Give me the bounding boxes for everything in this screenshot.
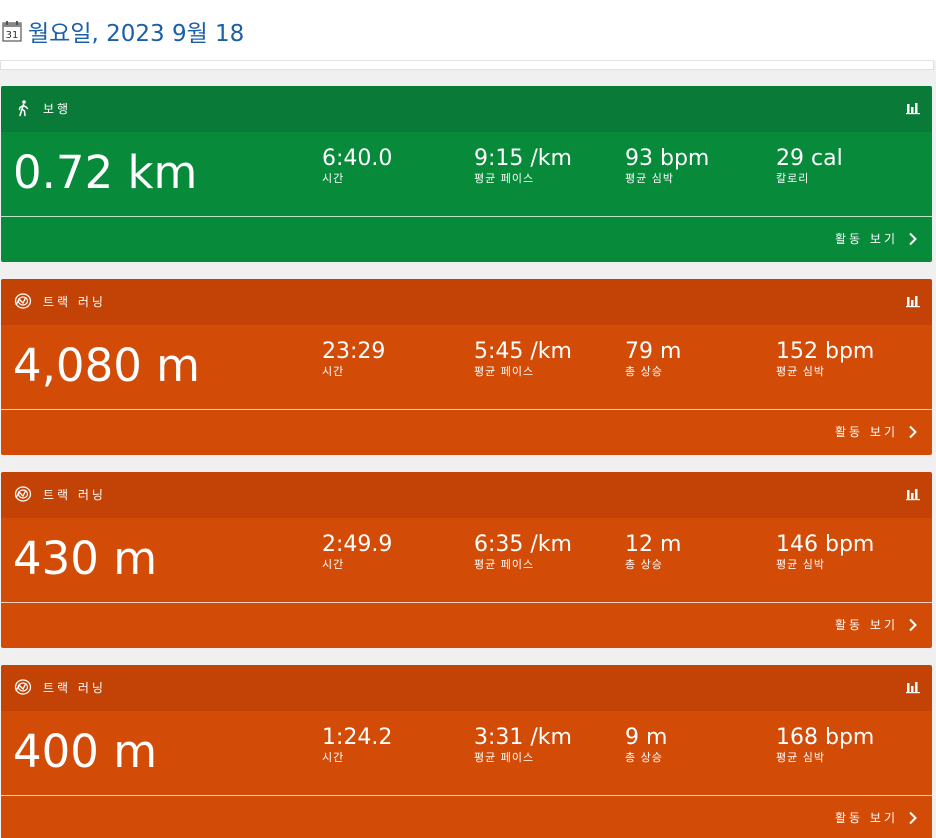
stat-avg-pace: 5:45 /km 평균 페이스 [474,339,572,379]
chevron-right-icon [908,232,918,246]
stat-label: 평균 페이스 [474,558,535,571]
activity-card[interactable]: 트랙 러닝 4,080 m 23:29 시간 5:45 /km 평균 페이스 [1,279,932,455]
stat-total-ascent: 9 m 총 상승 [625,725,667,765]
stat-time: 23:29 시간 [322,339,385,379]
stat-time: 2:49.9 시간 [322,532,392,572]
running-shoe-icon [14,292,32,310]
stat-avg-heart-rate: 168 bpm 평균 심박 [776,725,874,765]
activity-card-footer: 활동 보기 [1,603,932,648]
activity-type-label: 트랙 러닝 [43,681,106,695]
stat-value: 9 m [625,725,668,750]
stat-value: 93 bpm [625,146,710,171]
stat-label: 시간 [322,365,345,378]
calendar-icon: 31 [2,20,22,42]
stat-value: 23:29 [322,339,386,364]
stat-label: 평균 심박 [776,751,825,764]
stat-value: 9:15 /km [474,146,572,171]
stat-label: 평균 페이스 [474,365,535,378]
date-title: 월요일, 2023 9월 18 [28,21,245,47]
running-shoe-icon [14,485,32,503]
stat-label: 총 상승 [625,558,663,571]
stat-time: 6:40.0 시간 [322,146,392,186]
stat-avg-heart-rate: 152 bpm 평균 심박 [776,339,874,379]
stat-value: 79 m [625,339,682,364]
bar-chart-icon[interactable] [906,486,920,501]
stat-value: 3:31 /km [474,725,572,750]
activity-card[interactable]: 트랙 러닝 400 m 1:24.2 시간 3:31 /km 평균 페이스 [1,665,932,838]
svg-text:31: 31 [6,30,19,41]
stat-value: 1:24.2 [322,725,393,750]
chevron-right-icon [908,811,918,825]
activity-card-footer: 활동 보기 [1,410,932,455]
activity-type-label: 트랙 러닝 [43,295,106,309]
activity-card-stats: 4,080 m 23:29 시간 5:45 /km 평균 페이스 79 m 총 … [1,325,932,410]
stat-label: 평균 심박 [776,365,825,378]
stat-label: 평균 페이스 [474,172,535,185]
stat-value: 146 bpm [776,532,875,557]
stat-avg-pace: 9:15 /km 평균 페이스 [474,146,572,186]
activity-card-header: 트랙 러닝 [1,279,932,325]
stat-avg-pace: 3:31 /km 평균 페이스 [474,725,572,765]
date-header: 31 월요일, 2023 9월 18 [0,0,934,61]
activity-card-footer: 활동 보기 [1,796,932,838]
stat-label: 칼로리 [776,172,810,185]
view-activity-link[interactable]: 활동 보기 [835,809,918,826]
stat-label: 평균 심박 [776,558,825,571]
activity-card-stats: 0.72 km 6:40.0 시간 9:15 /km 평균 페이스 93 bpm… [1,132,932,217]
stat-label: 시간 [322,172,345,185]
bar-chart-icon[interactable] [906,293,920,308]
activity-card[interactable]: 보행 0.72 km 6:40.0 시간 9:15 /km 평균 페이스 [1,86,932,262]
activity-card-header: 트랙 러닝 [1,665,932,711]
activity-type-label: 트랙 러닝 [43,488,106,502]
stat-avg-heart-rate: 146 bpm 평균 심박 [776,532,874,572]
activity-card-header: 트랙 러닝 [1,472,932,518]
stat-value: 152 bpm [776,339,875,364]
chevron-right-icon [908,618,918,632]
activity-distance: 400 m [13,725,158,778]
walking-person-icon [14,99,32,117]
activity-distance: 0.72 km [13,146,198,199]
stat-label: 시간 [322,558,345,571]
bar-chart-icon[interactable] [906,679,920,694]
stat-label: 총 상승 [625,365,663,378]
stat-value: 5:45 /km [474,339,572,364]
stat-total-ascent: 79 m 총 상승 [625,339,681,379]
stat-label: 시간 [322,751,345,764]
stat-label: 평균 심박 [625,172,674,185]
stat-avg-pace: 6:35 /km 평균 페이스 [474,532,572,572]
activity-card-footer: 활동 보기 [1,217,932,262]
activity-distance: 4,080 m [13,339,200,392]
activity-distance: 430 m [13,532,158,585]
chevron-right-icon [908,425,918,439]
stat-value: 29 cal [776,146,843,171]
bar-chart-icon[interactable] [906,100,920,115]
activity-card-stats: 400 m 1:24.2 시간 3:31 /km 평균 페이스 9 m 총 상승… [1,711,932,796]
view-activity-label: 활동 보기 [835,811,898,825]
stat-avg-heart-rate: 93 bpm 평균 심박 [625,146,709,186]
stat-value: 6:35 /km [474,532,572,557]
view-activity-label: 활동 보기 [835,618,898,632]
view-activity-link[interactable]: 활동 보기 [835,230,918,247]
stat-value: 12 m [625,532,682,557]
activity-card-header: 보행 [1,86,932,132]
activity-card[interactable]: 트랙 러닝 430 m 2:49.9 시간 6:35 /km 평균 페이스 [1,472,932,648]
activity-type-label: 보행 [43,102,72,116]
stat-label: 평균 페이스 [474,751,535,764]
stat-time: 1:24.2 시간 [322,725,392,765]
running-shoe-icon [14,678,32,696]
view-activity-link[interactable]: 활동 보기 [835,423,918,440]
stat-calories: 29 cal 칼로리 [776,146,843,186]
view-activity-label: 활동 보기 [835,425,898,439]
stat-value: 2:49.9 [322,532,393,557]
stat-value: 6:40.0 [322,146,393,171]
view-activity-link[interactable]: 활동 보기 [835,616,918,633]
stat-value: 168 bpm [776,725,875,750]
stat-label: 총 상승 [625,751,663,764]
top-divider [0,61,934,70]
stat-total-ascent: 12 m 총 상승 [625,532,681,572]
activity-card-stats: 430 m 2:49.9 시간 6:35 /km 평균 페이스 12 m 총 상… [1,518,932,603]
view-activity-label: 활동 보기 [835,232,898,246]
